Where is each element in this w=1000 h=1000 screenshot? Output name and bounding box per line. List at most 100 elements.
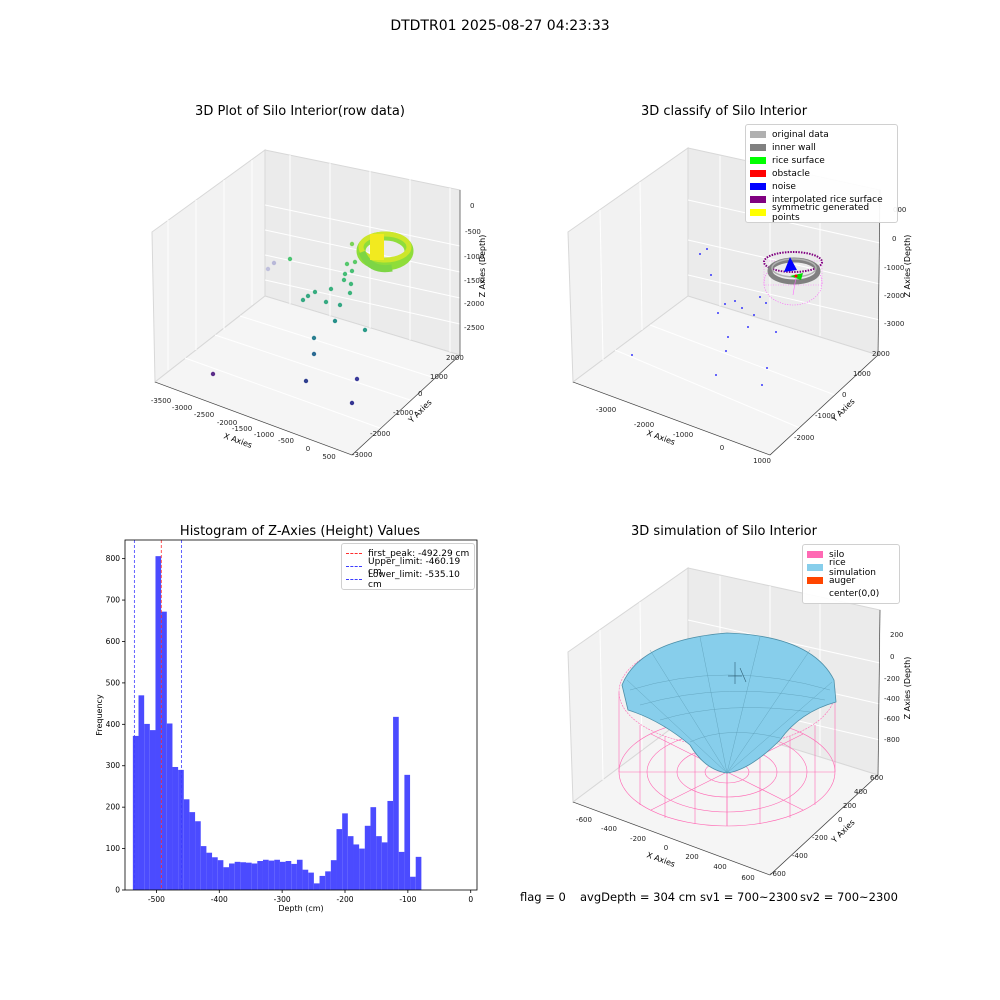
footer-avg-depth: avgDepth = 304 cm [580, 890, 697, 904]
histogram-bar [291, 863, 297, 890]
inner-wall [767, 257, 821, 285]
p4-ytick: 0 [838, 816, 842, 824]
y-tick-label: 600 [106, 637, 121, 646]
y-tick-label: 0 [115, 886, 120, 895]
legend-item: Lower_limit: -535.10 cm [346, 570, 470, 590]
data-point [311, 335, 317, 341]
histogram-bar [234, 861, 241, 890]
data-point [349, 400, 355, 406]
panel2-legend: original data inner wall rice surface ob… [745, 124, 898, 223]
p2-ztick: -1000 [884, 264, 904, 272]
data-point [323, 299, 329, 305]
figure-title: DTDTR01 2025-08-27 04:23:33 [390, 18, 610, 34]
panel1-title: 3D Plot of Silo Interior(row data) [195, 104, 405, 119]
histogram-bar [342, 813, 348, 890]
histogram-bar [410, 876, 416, 890]
p1-ztick: -1500 [464, 277, 484, 285]
histogram-bar [359, 848, 365, 890]
data-point [349, 268, 355, 274]
histogram-bars [132, 556, 422, 890]
legend-line [346, 579, 362, 580]
p2-ztick: 000 [893, 206, 906, 214]
noise-point [775, 331, 777, 333]
histogram-bar [189, 812, 196, 890]
legend-label: obstacle [772, 168, 810, 179]
y-tick-label: 500 [106, 678, 121, 687]
data-point [348, 281, 354, 287]
p1-xtick: 500 [322, 453, 335, 461]
p4-ytick: -400 [792, 852, 808, 860]
legend-label: rice simulation [829, 557, 876, 578]
histogram-bar [336, 829, 343, 890]
p1-ytick: 1000 [430, 373, 448, 381]
y-tick-label: 400 [106, 720, 121, 729]
legend-swatch [750, 209, 766, 216]
histogram-bar [223, 867, 230, 890]
histogram-bar [398, 851, 405, 890]
legend-item: rice simulation [807, 558, 895, 578]
histogram-bar [149, 730, 156, 890]
histogram-bar [240, 862, 246, 890]
p1-xtick: -2000 [217, 419, 237, 427]
interpolated-rice-surface [763, 251, 823, 273]
histogram-bar [376, 836, 382, 890]
data-point [349, 241, 355, 247]
legend-item: auger [807, 574, 895, 587]
p4-ylabel: Y Axies [829, 818, 857, 846]
x-tick-label: -300 [274, 895, 291, 904]
histogram-bar [144, 723, 150, 890]
y-tick-label: 100 [106, 844, 121, 853]
histogram-bar [302, 869, 309, 890]
panel1-3d-scatter: -3500 -3000 -2500 -2000 -1500 -1000 -500… [151, 149, 487, 461]
panel2-3d-scatter: -3000 -2000 -1000 0 1000 X Axies -2000 -… [567, 147, 912, 465]
p2-ytick: -1000 [815, 412, 835, 420]
p4-xtick: 0 [664, 844, 668, 852]
p2-ytick: 0 [842, 391, 846, 399]
histogram-bar [296, 859, 303, 890]
noise-cluster [784, 257, 797, 272]
p2-xlabel: X Axies [645, 428, 676, 447]
rice-surface-mesh [626, 636, 833, 774]
data-point [328, 286, 334, 292]
p2-ytick: -2000 [794, 434, 814, 442]
legend-swatch [807, 577, 823, 584]
panel2-noise-points [631, 248, 777, 386]
histogram-bar [364, 825, 371, 890]
p1-xtick: -500 [278, 437, 294, 445]
histogram-bar [285, 861, 292, 890]
legend-label: center(0,0) [829, 588, 880, 599]
histogram-bar [308, 872, 314, 890]
p2-ylabel: Y Axies [829, 397, 857, 425]
histogram-bar [132, 735, 139, 890]
histogram-bar [415, 856, 422, 890]
p4-xlabel: X Axies [645, 850, 676, 869]
p2-ztick: -2000 [884, 292, 904, 300]
p4-ztick: 200 [890, 631, 903, 639]
histogram-bar [353, 844, 360, 890]
legend-label: interpolated rice surface [772, 194, 883, 205]
legend-swatch [807, 590, 823, 597]
footer-flag: flag = 0 [520, 890, 566, 904]
noise-point [727, 336, 729, 338]
histogram-reference-lines [133, 540, 182, 890]
data-point [210, 371, 216, 377]
p4-ztick: -600 [884, 715, 900, 723]
legend-label: noise [772, 181, 796, 192]
legend-item: first_peak: -492.29 cm [346, 547, 470, 560]
footer-sv1: sv1 = 700~2300 [700, 890, 798, 904]
histogram-bar [183, 799, 190, 890]
noise-point [631, 354, 633, 356]
legend-swatch [750, 144, 766, 151]
ring-points-front [358, 250, 393, 273]
noise-point [734, 300, 736, 302]
panel4-3d-surface: -600 -400 -200 0 200 400 600 X Axies -60… [567, 567, 912, 880]
x-tick-label: -200 [336, 895, 353, 904]
data-point [265, 266, 271, 272]
legend-item: obstacle [750, 167, 893, 180]
histogram-bar [325, 871, 331, 890]
panel3-title: Histogram of Z-Axies (Height) Values [179, 524, 421, 539]
legend-item: silo [807, 548, 895, 561]
histogram-bar [347, 836, 354, 890]
p2-ytick: 2000 [872, 350, 890, 358]
p2-ztick: -3000 [884, 320, 904, 328]
